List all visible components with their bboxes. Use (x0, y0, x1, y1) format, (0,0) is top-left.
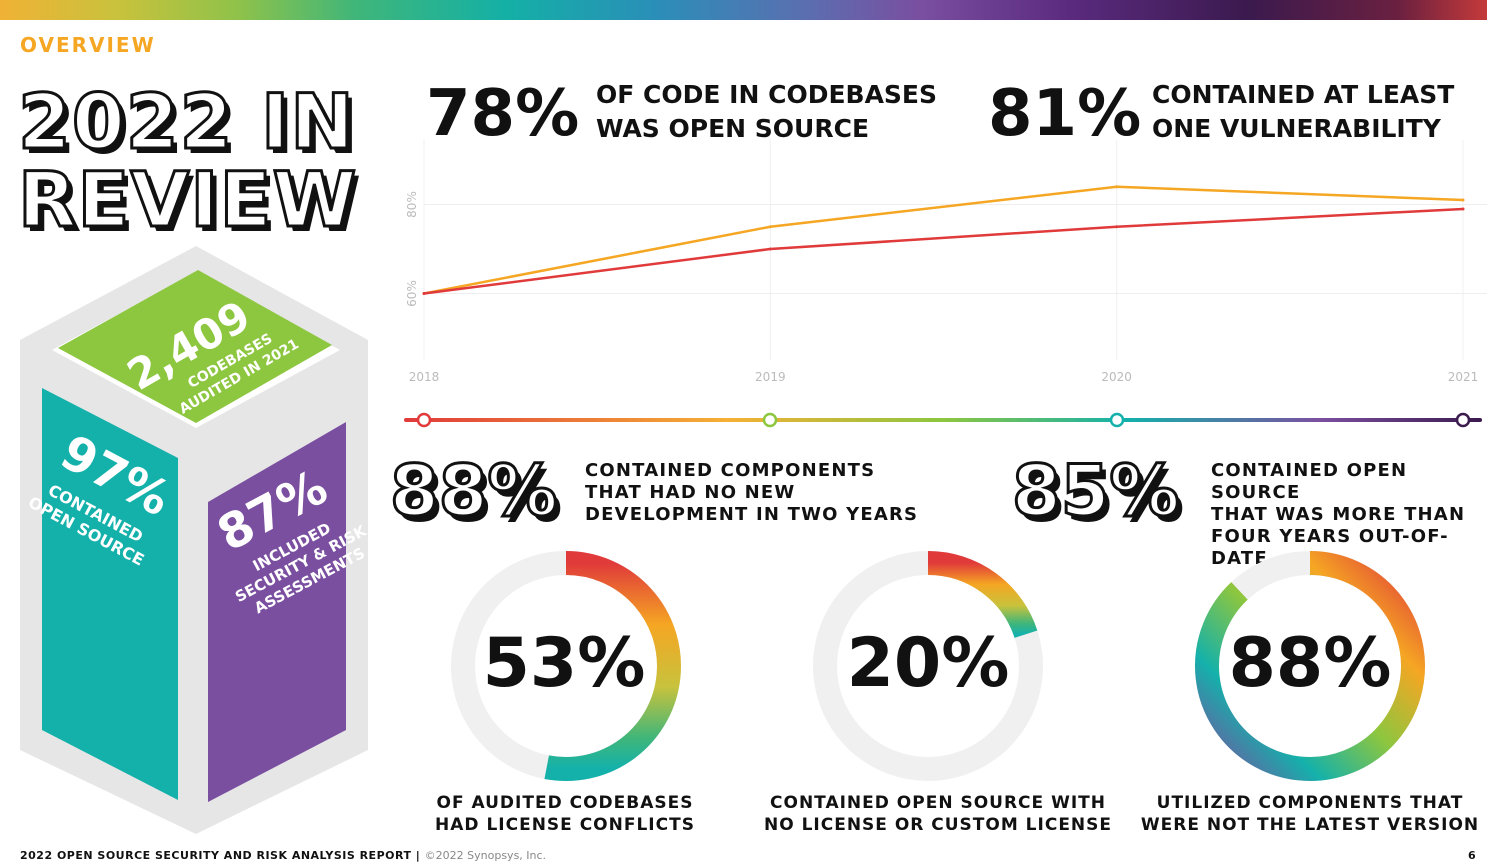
headline-right-text-line-1: CONTAINED AT LEAST (1152, 80, 1455, 109)
chart-x-tick: 2018 (409, 370, 440, 384)
chart-point (1115, 185, 1119, 189)
footer-report-title: 2022 OPEN SOURCE SECURITY AND RISK ANALY… (20, 849, 412, 862)
chart-series-line-1 (423, 185, 1464, 295)
timeline-dot-2019 (762, 412, 778, 428)
mid-right-text-line-1: CONTAINED OPEN SOURCE (1211, 460, 1408, 503)
timeline-dot-2020 (1109, 412, 1125, 428)
headline-right-text-line-2: ONE VULNERABILITY (1152, 114, 1441, 143)
chart-point (1115, 225, 1119, 229)
chart-y-tick: 60% (405, 280, 419, 307)
mid-right-value: 85% (1011, 450, 1182, 532)
chart-grid (423, 140, 1487, 360)
chart-y-ticks: 60% 80% (405, 191, 419, 307)
page-title-line-1: 2022 IN (17, 77, 356, 166)
donut-3-label: UTILIZED COMPONENTS THAT WERE NOT THE LA… (1130, 792, 1487, 836)
cube-top-face (58, 270, 332, 423)
cube-right-face (208, 422, 346, 802)
mid-left-text-line-1: CONTAINED COMPONENTS (585, 460, 876, 481)
donut-2-label-line-1: CONTAINED OPEN SOURCE WITH (770, 793, 1106, 813)
chart-x-tick: 2021 (1448, 370, 1479, 384)
donut-3-label-line-2: WERE NOT THE LATEST VERSION (1140, 815, 1480, 835)
chart-point (768, 247, 772, 251)
headline-right-text: CONTAINED AT LEAST ONE VULNERABILITY (1152, 78, 1454, 146)
donut-1-label-line-1: OF AUDITED CODEBASES (436, 793, 694, 813)
donut-3-value: 88% (1228, 624, 1392, 703)
donut-3-arc (1195, 551, 1425, 781)
chart-point (1461, 198, 1465, 202)
trend-line-chart: 60% 80% 2018 2019 2020 2021 (405, 140, 1487, 384)
headline-right-value: 81% (988, 77, 1142, 151)
headline-left-text: OF CODE IN CODEBASES WAS OPEN SOURCE (596, 78, 937, 146)
timeline-bar (404, 412, 1482, 428)
section-label: OVERVIEW (20, 33, 156, 57)
mid-right-text-line-2: THAT WAS MORE THAN (1211, 504, 1466, 525)
chart-point (768, 225, 772, 229)
donut-1-arc (544, 551, 681, 781)
donut-charts (451, 551, 1425, 781)
mid-right-text: CONTAINED OPEN SOURCE THAT WAS MORE THAN… (1211, 460, 1487, 570)
footer: 2022 OPEN SOURCE SECURITY AND RISK ANALY… (20, 849, 547, 862)
mid-left-text-line-3: DEVELOPMENT IN TWO YEARS (585, 504, 919, 525)
top-gradient-bar (0, 0, 1487, 20)
chart-x-ticks: 2018 2019 2020 2021 (409, 370, 1479, 384)
donut-1-label: OF AUDITED CODEBASES HAD LICENSE CONFLIC… (395, 792, 735, 836)
headline-left-text-line-1: OF CODE IN CODEBASES (596, 80, 938, 109)
donut-2-value: 20% (846, 624, 1010, 703)
footer-copyright: ©2022 Synopsys, Inc. (424, 849, 547, 862)
chart-point (422, 292, 426, 295)
timeline-line (404, 418, 1482, 422)
donut-2-arc (927, 551, 1038, 639)
mid-right-text-line-3: FOUR YEARS OUT-OF-DATE (1211, 526, 1449, 569)
cube-left-face (42, 388, 178, 800)
codebase-cube: 2,409 CODEBASES AUDITED IN 2021 97% CONT… (20, 246, 370, 834)
donut-3-label-line-1: UTILIZED COMPONENTS THAT (1156, 793, 1464, 813)
donut-2-label-line-2: NO LICENSE OR CUSTOM LICENSE (763, 815, 1113, 835)
chart-point (1461, 207, 1465, 211)
chart-x-tick: 2019 (755, 370, 786, 384)
chart-y-tick: 80% (405, 191, 419, 218)
chart-x-tick: 2020 (1101, 370, 1132, 384)
timeline-dot-2021 (1455, 412, 1471, 428)
chart-series-line-2 (423, 207, 1464, 295)
donut-1-value: 53% (482, 624, 646, 703)
mid-left-text: CONTAINED COMPONENTS THAT HAD NO NEW DEV… (585, 460, 918, 526)
donut-1-label-line-2: HAD LICENSE CONFLICTS (435, 815, 695, 835)
page-number: 6 (1468, 849, 1476, 862)
mid-left-value: 88% (389, 450, 560, 532)
donut-2-label: CONTAINED OPEN SOURCE WITH NO LICENSE OR… (748, 792, 1128, 836)
mid-left-text-line-2: THAT HAD NO NEW (585, 482, 796, 503)
timeline-dot-2018 (416, 412, 432, 428)
page-title-line-2: REVIEW (16, 155, 358, 244)
chart-series (422, 185, 1465, 295)
headline-left-value: 78% (426, 77, 580, 151)
headline-left-text-line-2: WAS OPEN SOURCE (596, 114, 870, 143)
